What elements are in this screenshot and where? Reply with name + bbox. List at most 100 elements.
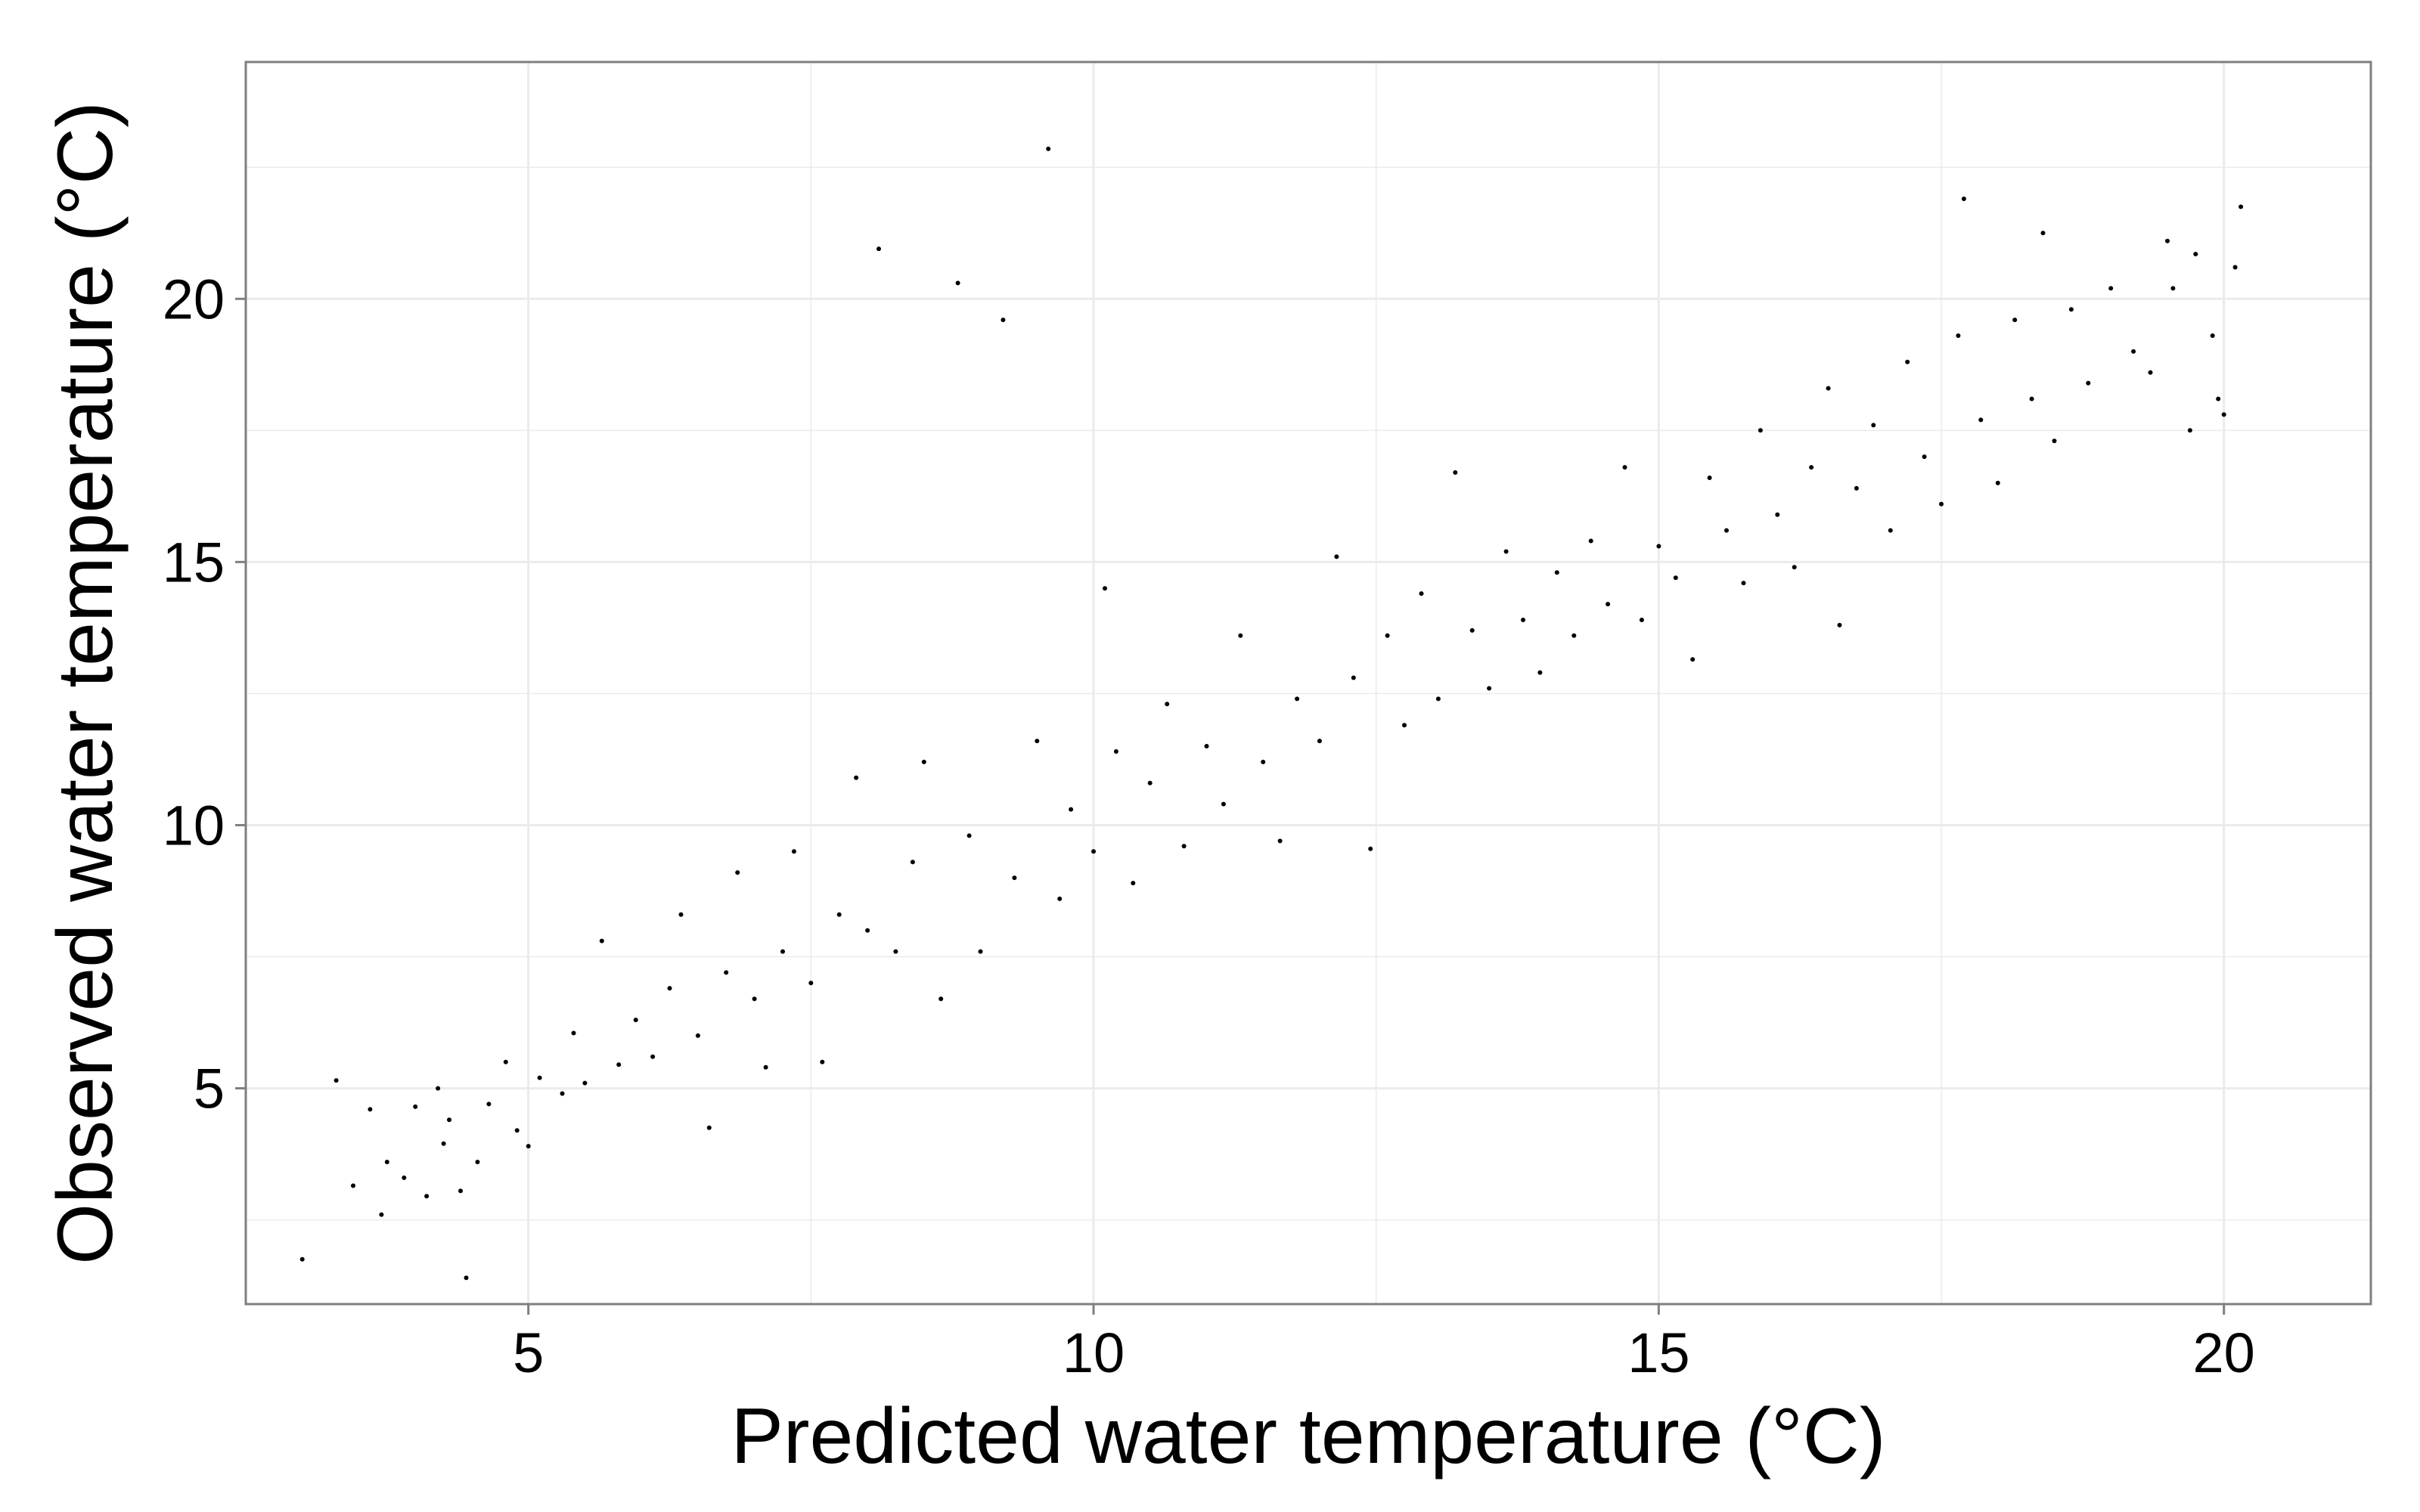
data-point [1978,417,1984,423]
data-point [2232,265,2238,270]
data-point [1939,501,1944,507]
data-point [447,1117,451,1123]
data-point [368,1107,373,1112]
data-point [1707,476,1712,480]
data-point [650,1054,656,1059]
data-point [2148,370,2153,375]
data-point [1261,759,1266,764]
data-point [1103,586,1107,591]
data-point [1905,359,1910,364]
data-point [1888,528,1893,533]
data-point [1453,470,1458,475]
data-point [1837,622,1842,627]
data-point [780,949,785,954]
data-point [1792,565,1797,570]
data-point [695,1033,700,1038]
data-point [2086,380,2091,386]
data-point [486,1101,492,1107]
data-point [1035,739,1040,744]
data-point [1724,528,1729,533]
data-point [893,949,898,954]
data-point [1001,318,1006,323]
data-point [1046,146,1051,151]
y-tick-label: 15 [163,531,225,593]
data-point [503,1059,508,1064]
data-point [1656,544,1661,549]
data-point [1469,627,1475,633]
data-point [571,1030,576,1036]
data-point [2165,238,2170,243]
data-point [441,1141,446,1146]
data-point [514,1128,520,1133]
y-tick-label: 5 [194,1058,225,1120]
data-point [1334,554,1339,559]
data-point [1221,801,1226,807]
y-tick-label: 10 [163,794,225,857]
data-point [1487,686,1492,691]
data-point [1956,333,1961,338]
data-point [955,280,960,286]
data-point [1571,633,1577,638]
data-point [1351,675,1356,680]
data-point [1012,875,1017,881]
data-point [2238,204,2244,209]
data-point [1554,570,1559,575]
data-point [1165,702,1170,707]
data-point [2012,318,2018,323]
data-point [1606,602,1611,607]
data-point [1961,197,1966,201]
data-point [1826,386,1831,391]
data-point [1922,454,1927,460]
data-point [384,1160,389,1164]
data-point [978,949,983,954]
data-point [1147,780,1153,785]
data-point [1057,896,1063,901]
data-point [752,996,757,1002]
data-point [1435,696,1441,702]
data-point [464,1275,469,1281]
data-point [1809,465,1814,470]
data-point [526,1144,531,1149]
data-point [1854,485,1859,491]
data-point [921,759,926,764]
data-point [836,912,842,917]
data-point [1069,807,1074,812]
data-point [2193,252,2198,257]
data-point [1503,549,1509,554]
x-tick-label: 20 [2193,1321,2255,1384]
data-point [667,986,672,991]
data-point [402,1175,407,1180]
data-point [2131,349,2136,354]
data-point [1368,846,1373,851]
data-points [299,146,2244,1281]
data-point [1277,838,1283,844]
data-point [678,912,684,917]
data-point [2040,231,2046,236]
data-point [1385,633,1390,638]
data-point [1673,575,1678,581]
data-point [582,1080,588,1086]
x-tick-label: 5 [513,1321,544,1384]
data-point [854,775,859,780]
x-tick-label: 10 [1063,1321,1125,1384]
data-point [2187,428,2192,433]
data-point [633,1018,638,1023]
data-point [1775,512,1780,517]
data-point [706,1125,712,1130]
data-point [1758,428,1763,433]
data-point [1537,670,1543,675]
data-point [1419,591,1424,596]
data-point [808,981,814,986]
data-point [560,1091,565,1096]
data-point [2210,333,2215,338]
data-point [2029,396,2034,401]
data-point [1521,618,1525,622]
data-point [424,1194,430,1199]
data-point [1871,423,1876,428]
grid-lines [245,62,2371,1304]
data-point [2216,396,2221,401]
data-point [1131,881,1136,886]
data-point [2068,307,2074,312]
data-point [2221,412,2226,417]
data-point [865,928,870,933]
